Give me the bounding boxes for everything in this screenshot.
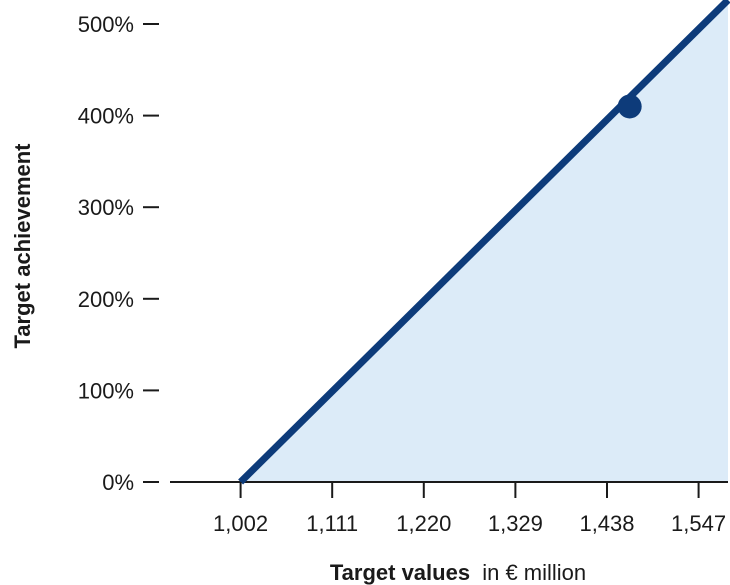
- y-tick-label: 500%: [78, 12, 134, 37]
- y-tick-label: 200%: [78, 287, 134, 312]
- y-axis-title: Target achievement: [10, 143, 35, 349]
- x-tick-label: 1,220: [396, 511, 451, 536]
- y-tick-label: 300%: [78, 195, 134, 220]
- x-tick-label: 1,111: [306, 511, 358, 536]
- x-axis-title: Target values in € million: [330, 560, 586, 585]
- y-tick-label: 400%: [78, 104, 134, 129]
- x-tick-label: 1,329: [488, 511, 543, 536]
- highlight-point: [617, 94, 642, 119]
- series-line: [238, 0, 730, 485]
- x-tick-label: 1,002: [213, 511, 268, 536]
- x-tick-label: 1,547: [671, 511, 726, 536]
- x-axis-title-rest: in € million: [482, 560, 586, 585]
- tick-layer: 1,002 1,111 1,220 1,329 1,438 1,547 0% 100% 200%…: [78, 12, 726, 536]
- x-tick-label: 1,438: [579, 511, 634, 536]
- x-axis-title-bold: Target values: [330, 560, 470, 585]
- y-tick-label: 100%: [78, 378, 134, 403]
- y-tick-label: 0%: [102, 470, 134, 495]
- line-layer: [238, 0, 730, 485]
